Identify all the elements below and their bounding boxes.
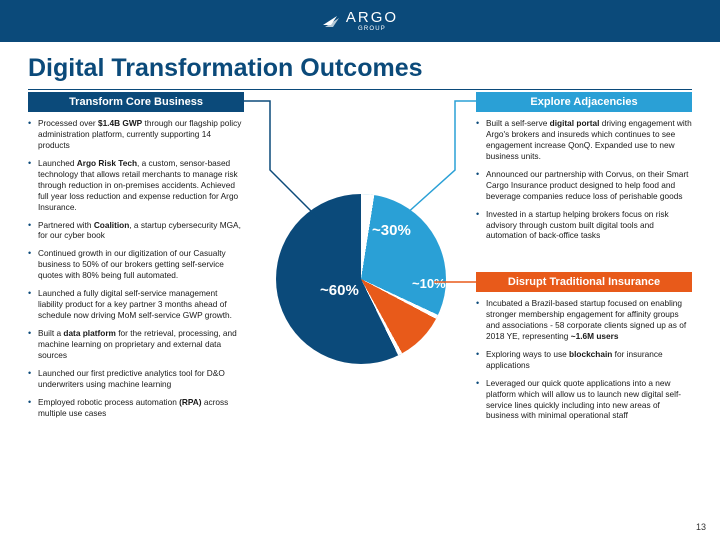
title-rule (28, 89, 692, 90)
brand-sub: GROUP (346, 26, 398, 32)
disrupt-bullets: Incubated a Brazil-based startup focused… (476, 292, 692, 421)
list-item: Built a data platform for the retrieval,… (28, 328, 244, 361)
list-item: Continued growth in our digitization of … (28, 248, 244, 281)
slide: ARGO GROUP Digital Transformation Outcom… (0, 0, 720, 540)
list-item: Invested in a startup helping brokers fo… (476, 209, 692, 242)
header-bar: ARGO GROUP (0, 0, 720, 42)
core-bullets: Processed over $1.4B GWP through our fla… (28, 112, 244, 419)
brand-name: ARGO (346, 10, 398, 25)
page-number: 13 (696, 522, 706, 532)
page-title: Digital Transformation Outcomes (0, 42, 720, 87)
list-item: Launched Argo Risk Tech, a custom, senso… (28, 158, 244, 213)
list-item: Exploring ways to use blockchain for ins… (476, 349, 692, 371)
explore-bullets: Built a self-serve digital portal drivin… (476, 112, 692, 241)
core-section: Transform Core Business Processed over $… (28, 92, 244, 426)
list-item: Announced our partnership with Corvus, o… (476, 169, 692, 202)
explore-header: Explore Adjacencies (476, 92, 692, 112)
disrupt-section: Disrupt Traditional Insurance Incubated … (476, 272, 692, 428)
pie-chart: ~60% ~30% ~10% (276, 194, 446, 364)
list-item: Launched a fully digital self-service ma… (28, 288, 244, 321)
list-item: Launched our first predictive analytics … (28, 368, 244, 390)
logo: ARGO GROUP (322, 10, 398, 32)
list-item: Employed robotic process automation (RPA… (28, 397, 244, 419)
core-header: Transform Core Business (28, 92, 244, 112)
list-item: Leveraged our quick quote applications i… (476, 378, 692, 422)
disrupt-header: Disrupt Traditional Insurance (476, 272, 692, 292)
logo-icon (322, 14, 340, 28)
explore-section: Explore Adjacencies Built a self-serve d… (476, 92, 692, 248)
list-item: Built a self-serve digital portal drivin… (476, 118, 692, 162)
list-item: Partnered with Coalition, a startup cybe… (28, 220, 244, 242)
list-item: Processed over $1.4B GWP through our fla… (28, 118, 244, 151)
list-item: Incubated a Brazil-based startup focused… (476, 298, 692, 342)
